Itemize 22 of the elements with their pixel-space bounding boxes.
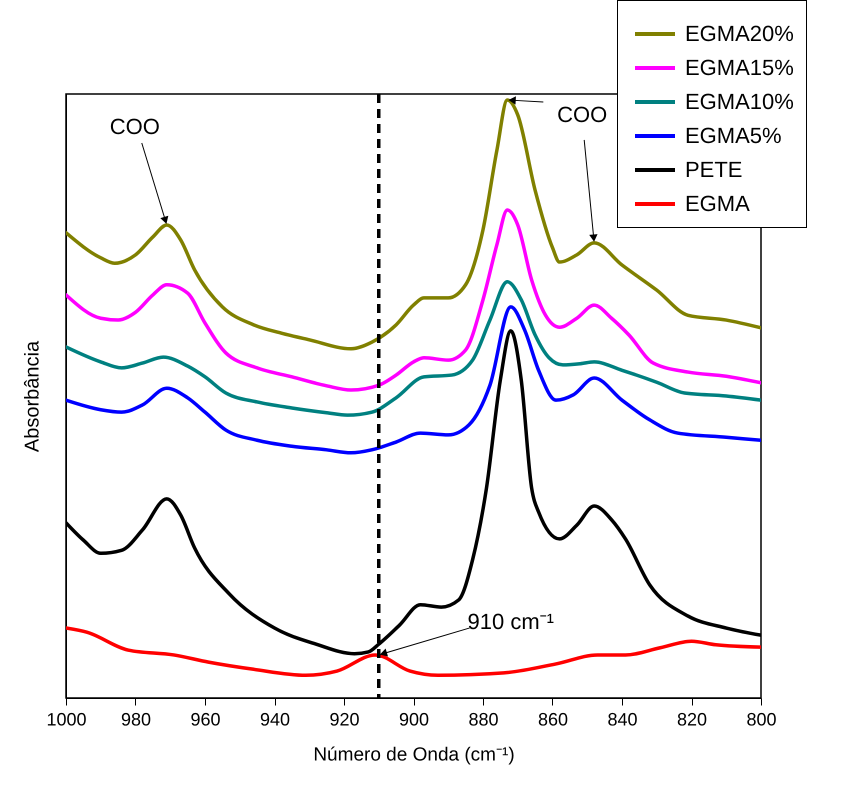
legend-label: PETE (685, 157, 742, 182)
annotation: COO (110, 114, 160, 139)
x-axis-title: Número de Onda (cm⁻¹) (313, 744, 515, 766)
annotation: COO (557, 102, 608, 127)
x-tick-label: 880 (468, 710, 499, 730)
legend-label: EGMA10% (685, 89, 794, 114)
annotation: 910 cm⁻¹ (468, 608, 554, 634)
x-tick-label: 960 (190, 710, 221, 730)
y-axis-title: Absorbância (22, 340, 44, 452)
legend-label: EGMA (685, 191, 750, 216)
x-tick-label: 900 (398, 710, 430, 730)
x-tick-label: 860 (538, 710, 568, 730)
legend-label: EGMA20% (685, 21, 794, 46)
x-tick-label: 920 (329, 710, 360, 730)
x-tick-label: 980 (120, 710, 152, 730)
legend-label: EGMA15% (685, 55, 794, 80)
x-tick-label: 800 (746, 710, 777, 730)
legend-label: EGMA5% (685, 123, 782, 148)
x-tick-label: 820 (676, 710, 708, 730)
x-tick-label: 840 (607, 710, 638, 730)
x-tick-label: 1000 (46, 710, 87, 730)
x-tick-label: 940 (260, 710, 290, 730)
